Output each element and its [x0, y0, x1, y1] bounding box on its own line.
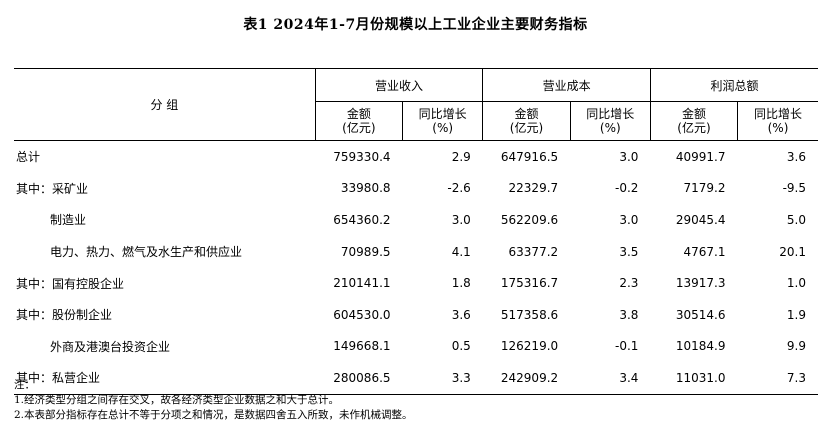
cost-value: 647916.5: [500, 149, 559, 164]
profit-amount-header: 金额 (亿元): [649, 101, 738, 141]
profit-growth: 3.6: [786, 149, 806, 164]
cost-growth-header: 同比增长 (%): [569, 101, 651, 141]
profit-growth-header: 同比增长 (%): [737, 101, 818, 141]
table-row: 电力、热力、燃气及水生产和供应业 70989.5 4.1 63377.2 3.5…: [14, 236, 818, 268]
revenue-value: 33980.8: [340, 181, 391, 196]
revenue-value: 280086.5: [315, 362, 403, 395]
cost-value: 562209.6: [500, 212, 559, 227]
row-label: 总计: [16, 150, 41, 165]
cost-growth: -0.2: [615, 181, 639, 196]
table-notes: 注： 1.经济类型分组之间存在交叉，故各经济类型企业数据之和大于总计。 2.本表…: [14, 378, 413, 423]
row-label: 其中：股份制企业: [16, 308, 113, 323]
cost-value: 242909.2: [482, 362, 571, 395]
revenue-growth: 3.0: [451, 212, 471, 227]
amount-label: 金额: [514, 107, 539, 121]
table-row: 其中：采矿业 33980.8 -2.6 22329.7 -0.2 7179.2 …: [14, 173, 818, 205]
cost-value: 175316.7: [500, 276, 559, 291]
unit-label: (亿元): [677, 121, 711, 135]
note-item: 2.本表部分指标存在总计不等于分项之和情况，是数据四舍五入所致，未作机械调整。: [14, 409, 413, 421]
table-row: 其中：私营企业 280086.5 3.3 242909.2 3.4 11031.…: [14, 362, 818, 395]
revenue-growth-header: 同比增长 (%): [402, 101, 483, 141]
row-label: 其中：私营企业: [14, 362, 316, 395]
cost-growth: 2.3: [619, 276, 639, 291]
cost-value: 22329.7: [508, 181, 559, 196]
profit-value: 7179.2: [683, 181, 726, 196]
row-label: 其中：国有控股企业: [16, 276, 125, 291]
unit-label: (亿元): [509, 121, 544, 135]
profit-growth: 1.9: [786, 307, 806, 322]
profit-value: 13917.3: [675, 276, 726, 291]
percent-label: (%): [432, 121, 454, 135]
row-label: 电力、热力、燃气及水生产和供应业: [50, 245, 243, 260]
cost-amount-header: 金额 (亿元): [482, 101, 571, 141]
profit-value: 10184.9: [675, 339, 726, 354]
revenue-amount-header: 金额 (亿元): [314, 101, 403, 141]
amount-label: 金额: [346, 107, 371, 121]
table-row: 外商及港澳台投资企业 149668.1 0.5 126219.0 -0.1 10…: [14, 331, 818, 363]
unit-label: (亿元): [342, 121, 376, 135]
profit-growth: 7.3: [737, 362, 818, 395]
notes-heading: 注：: [14, 379, 35, 391]
cost-value: 126219.0: [500, 339, 559, 354]
profit-header: 利润总额: [649, 68, 818, 102]
growth-label: 同比增长: [418, 107, 467, 121]
revenue-growth: 4.1: [451, 244, 471, 259]
growth-label: 同比增长: [586, 107, 635, 121]
cost-value: 63377.2: [508, 244, 559, 259]
table-title: 表1 2024年1-7月份规模以上工业企业主要财务指标: [243, 17, 588, 33]
profit-growth: -9.5: [782, 181, 806, 196]
cost-growth: 3.8: [619, 307, 639, 322]
profit-value: 11031.0: [650, 362, 738, 395]
revenue-growth: 3.6: [451, 307, 471, 322]
profit-value: 40991.7: [675, 149, 726, 164]
cost-growth: 3.0: [619, 212, 639, 227]
row-label: 制造业: [50, 213, 87, 228]
amount-label: 金额: [681, 107, 706, 121]
financial-indicators-table: 分 组 营业收入 营业成本 利润总额 金额 (亿元) 同比增长 (%) 金额 (亿元)…: [14, 68, 818, 395]
cost-header: 营业成本: [482, 68, 651, 102]
table-row: 其中：国有控股企业 210141.1 1.8 175316.7 2.3 1391…: [14, 267, 818, 299]
cost-growth: 3.4: [570, 362, 651, 395]
revenue-growth: 3.3: [402, 362, 483, 395]
revenue-value: 604530.0: [333, 307, 391, 322]
cost-growth: 3.0: [619, 149, 639, 164]
growth-label: 同比增长: [753, 107, 802, 121]
revenue-value: 70989.5: [340, 244, 391, 259]
table-row: 制造业 654360.2 3.0 562209.6 3.0 29045.4 5.…: [14, 204, 818, 236]
group-header: 分 组: [14, 68, 316, 141]
cost-growth: -0.1: [615, 339, 639, 354]
profit-value: 30514.6: [675, 307, 726, 322]
row-label: 其中：采矿业: [16, 181, 89, 196]
cost-value: 517358.6: [500, 307, 559, 322]
profit-growth: 20.1: [779, 244, 806, 259]
revenue-value: 759330.4: [333, 149, 391, 164]
revenue-value: 149668.1: [333, 339, 391, 354]
table-row: 其中：股份制企业 604530.0 3.6 517358.6 3.8 30514…: [14, 299, 818, 331]
profit-growth: 1.0: [786, 276, 806, 291]
revenue-value: 210141.1: [333, 276, 391, 291]
revenue-growth: 0.5: [451, 339, 471, 354]
table-row: 总计 759330.4 2.9 647916.5 3.0 40991.7 3.6: [14, 141, 818, 173]
revenue-growth: 2.9: [451, 149, 471, 164]
revenue-growth: 1.8: [451, 276, 471, 291]
revenue-growth: -2.6: [447, 181, 471, 196]
cost-growth: 3.5: [619, 244, 639, 259]
percent-label: (%): [599, 121, 621, 135]
percent-label: (%): [767, 121, 789, 135]
row-label: 外商及港澳台投资企业: [50, 339, 171, 354]
profit-growth: 9.9: [786, 339, 806, 354]
revenue-value: 654360.2: [333, 212, 391, 227]
revenue-header: 营业收入: [314, 68, 483, 102]
note-item: 1.经济类型分组之间存在交叉，故各经济类型企业数据之和大于总计。: [14, 394, 340, 406]
profit-value: 4767.1: [683, 244, 726, 259]
profit-growth: 5.0: [786, 212, 806, 227]
profit-value: 29045.4: [675, 212, 726, 227]
